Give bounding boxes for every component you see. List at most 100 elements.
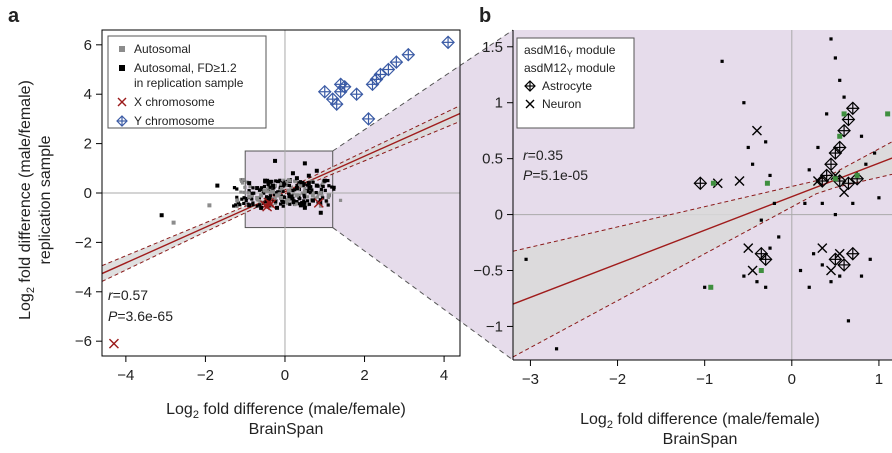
neuron-point (734, 176, 745, 187)
data-point (298, 197, 302, 201)
data-point (258, 203, 262, 207)
data-point (330, 185, 334, 189)
x-tick-label: −2 (609, 371, 626, 388)
gene-point (803, 201, 807, 205)
data-point (285, 181, 289, 185)
y-tick-label: −1 (486, 318, 503, 335)
neuron-point (743, 243, 754, 254)
gene-point (868, 257, 872, 261)
autosomal-fd-point (314, 183, 319, 188)
series-x-chromosome (108, 197, 324, 349)
data-point (258, 200, 262, 204)
data-point (272, 192, 277, 197)
data-point (311, 191, 315, 195)
astrocyte-point (824, 157, 838, 172)
legend-marker (117, 97, 127, 107)
legend-label: X chromosome (134, 95, 215, 109)
legend-marker (116, 115, 128, 127)
data-point (287, 193, 291, 197)
data-point (321, 196, 325, 200)
data-point (239, 190, 243, 194)
legend-entry: asdM12Y module (524, 61, 616, 77)
data-point (232, 186, 237, 190)
regression-ci-band (513, 141, 892, 357)
data-point (287, 183, 292, 188)
autosomal-fd-point (255, 186, 260, 191)
legend-box (107, 35, 267, 129)
gene-point (768, 246, 772, 250)
data-point (277, 192, 281, 196)
data-point (274, 200, 278, 204)
autosomal-fd-point (273, 158, 278, 163)
autosomal-point (318, 191, 323, 195)
gene-point (816, 145, 820, 150)
autosomal-fd-point (267, 195, 272, 200)
data-point (326, 178, 330, 183)
series-y-chromosome (317, 35, 455, 126)
panel-a-legend: Autosomal Autosomal, FD≥1.2in replication… (107, 35, 267, 129)
gene-point (742, 274, 746, 278)
autosomal-fd-point (294, 186, 299, 191)
astrocyte-point (841, 112, 856, 127)
data-point (293, 202, 297, 207)
data-point (246, 191, 250, 195)
legend-entry: X chromosome (117, 95, 215, 109)
astrocyte-point (837, 258, 851, 272)
y-tick-label: 1.5 (482, 39, 503, 56)
data-point (251, 203, 255, 207)
legend-marker (525, 99, 535, 109)
data-point (295, 200, 299, 204)
gene-point (833, 56, 837, 60)
asdm16-point (885, 111, 891, 117)
panel-a-p-stat: P=3.6e-65 (108, 308, 173, 324)
y-tick-label: 0.5 (482, 151, 503, 168)
data-point (326, 203, 330, 207)
neuron-point (751, 125, 762, 136)
gene-point (838, 274, 842, 278)
data-point (276, 179, 280, 184)
autosomal-point (235, 198, 240, 203)
panel-b-letter: b (479, 5, 491, 27)
panel-a-axes: −4 −2 0 2 4 −6 −4 −2 0 2 4 6 (75, 29, 461, 384)
legend-entry: Neuron (525, 97, 581, 111)
data-point (242, 190, 246, 194)
data-point (305, 195, 310, 199)
y-chromosome-point (361, 112, 376, 126)
y-tick-label: −0.5 (473, 263, 503, 280)
y-chromosome-point (365, 77, 380, 92)
autosomal-fd-point (302, 161, 307, 166)
data-point (301, 180, 305, 185)
asdm16-point (758, 268, 764, 274)
y-tick-label: 1 (495, 95, 503, 112)
series-other (524, 37, 881, 351)
gene-point (859, 274, 864, 278)
x-tick-label: −1 (696, 371, 713, 388)
ci-lower-line (101, 120, 461, 282)
y-tick-label: 2 (84, 136, 92, 153)
autosomal-fd-point (314, 168, 319, 173)
gene-point (759, 218, 763, 222)
gene-point (772, 201, 776, 205)
legend-marker (119, 46, 125, 52)
data-point (273, 183, 277, 188)
data-point (283, 182, 287, 186)
data-point (232, 204, 236, 208)
data-point (302, 193, 306, 197)
gene-point (851, 201, 855, 205)
panel-a-x-label-sub: BrainSpan (249, 421, 324, 438)
data-point (268, 188, 272, 193)
astrocyte-point (845, 246, 860, 261)
y-chromosome-point (441, 35, 455, 50)
asdm16-point (841, 111, 847, 117)
astrocyte-point (832, 140, 847, 155)
x-chromosome-point (108, 338, 119, 349)
data-point (274, 179, 278, 183)
autosomal-point (294, 193, 299, 198)
panel-b-axes: −3 −2 −1 0 1 −1 −0.5 0 0.5 1 1.5 (473, 30, 892, 388)
data-point (235, 187, 239, 191)
data-point (302, 199, 306, 203)
data-point (297, 181, 301, 185)
data-point (295, 184, 299, 188)
ci-upper-line (101, 105, 461, 267)
data-point (292, 179, 297, 183)
